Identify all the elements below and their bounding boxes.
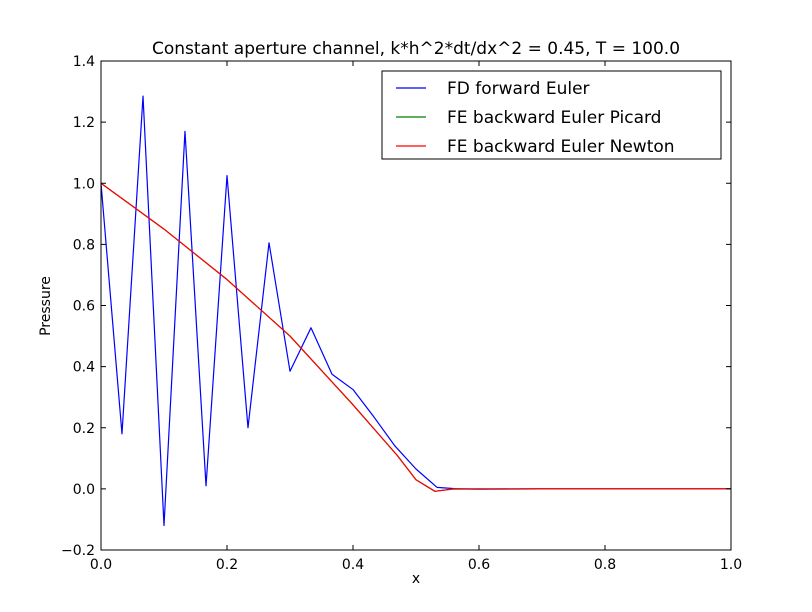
y-tick-label: 1.0 <box>73 176 95 192</box>
x-tick-label: 1.0 <box>720 557 742 573</box>
x-tick-label: 0.0 <box>90 557 112 573</box>
y-tick-label: 0.2 <box>73 421 95 437</box>
y-axis-label: Pressure <box>38 276 54 336</box>
legend-box <box>381 70 722 160</box>
x-tick-label: 0.2 <box>216 557 238 573</box>
legend: FD forward Euler FE backward Euler Picard… <box>381 70 722 160</box>
x-tick-label: 0.6 <box>468 557 490 573</box>
legend-label-1: FD forward Euler <box>447 79 590 99</box>
x-tick-label: 0.8 <box>594 557 616 573</box>
plot-frame <box>100 60 732 551</box>
y-tick-label: 1.4 <box>73 54 95 70</box>
x-tick-label: 0.4 <box>342 557 364 573</box>
y-tick-label: 0.8 <box>73 237 95 253</box>
y-tick-label: 0.6 <box>73 299 95 315</box>
y-tick-label: −0.2 <box>61 543 95 559</box>
y-tick-label: 0.0 <box>73 482 95 498</box>
legend-label-2: FE backward Euler Picard <box>447 108 661 128</box>
series-line-3 <box>100 182 731 492</box>
chart-title: Constant aperture channel, k*h^2*dt/dx^2… <box>152 39 680 59</box>
legend-label-3: FE backward Euler Newton <box>447 137 675 157</box>
y-tick-label: 0.4 <box>73 360 95 376</box>
series-layer <box>100 95 731 527</box>
ticks-layer: 0.0 0.2 0.4 0.6 0.8 1.0−0.20.00.20.40.60.81.0… <box>61 54 742 573</box>
x-axis-label: x <box>412 571 420 587</box>
y-tick-label: 1.2 <box>73 115 95 131</box>
